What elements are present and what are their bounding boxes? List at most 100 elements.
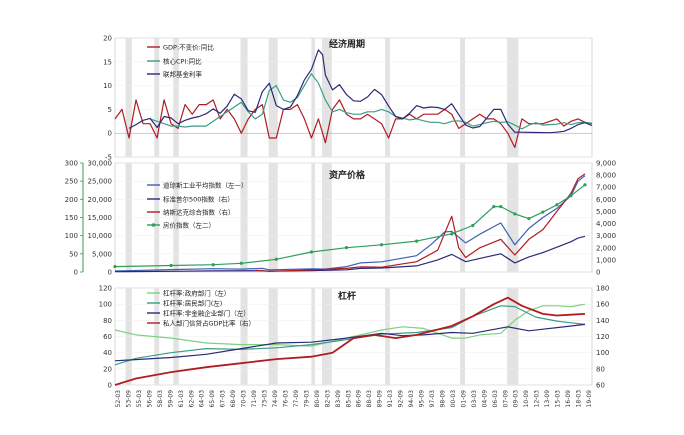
- x-tick-label: 85-03: [345, 390, 352, 408]
- panel3-title: 杠杆: [338, 290, 356, 302]
- p2-ytick-right: 0: [596, 269, 600, 277]
- p1-ytick: -5: [105, 154, 112, 162]
- x-tick-label: 76-03: [283, 390, 290, 408]
- p2-ytick-left-outer: 150: [65, 214, 78, 222]
- legend-hh: 杠杆率:居民部门(左): [163, 299, 222, 308]
- x-tick-label: 80-09: [314, 390, 321, 408]
- x-tick-label: 71-09: [251, 390, 258, 408]
- p2-hpi-marker: [499, 205, 503, 209]
- p3-ytick-right: 160: [596, 301, 609, 309]
- x-tick-label: 53-09: [126, 390, 133, 408]
- x-tick-label: 68-09: [230, 390, 237, 408]
- p1-ytick: 0: [108, 130, 112, 138]
- legend-spx: 标准普尔500指数（右）: [163, 195, 234, 204]
- x-tick-label: 56-09: [146, 390, 153, 408]
- x-tick-label: 10-09: [523, 390, 530, 408]
- x-tick-label: 73-03: [262, 390, 269, 408]
- p3-ytick-left: 60: [103, 333, 112, 341]
- x-tick-label: 67-03: [220, 390, 227, 408]
- legend-corp: 杠杆率:非金融企业部门（左）: [163, 309, 250, 318]
- x-tick-label: 58-03: [157, 390, 164, 408]
- p2-ytick-right: 7,000: [596, 184, 616, 192]
- p2-ytick-left: 0: [108, 269, 112, 277]
- p2-series-0: [114, 175, 586, 272]
- p1-ytick: 15: [103, 58, 112, 66]
- p2-ytick-right: 6,000: [596, 196, 616, 204]
- p3-ytick-right: 120: [596, 333, 609, 341]
- x-tick-label: 55-03: [136, 390, 143, 408]
- p2-ytick-left-outer: 200: [65, 196, 78, 204]
- p2-ytick-right: 4,000: [596, 220, 616, 228]
- p2-ytick-left: 30,000: [88, 160, 113, 168]
- x-tick-label: 94-03: [408, 390, 415, 408]
- p2-hpi-marker: [541, 210, 545, 214]
- p2-hpi-marker: [492, 205, 496, 209]
- p3-series-0: [114, 303, 586, 347]
- p2-hpi-marker: [211, 263, 215, 267]
- p1-ytick: 10: [103, 82, 112, 90]
- legend-ndx: 纳斯达克综合指数（右）: [163, 208, 235, 217]
- p2-hpi-marker: [569, 194, 573, 198]
- legend-credit: 私人部门信贷占GDP比率（右）: [163, 319, 255, 328]
- p2-ytick-left-outer: 100: [65, 232, 78, 240]
- p2-ytick-right: 3,000: [596, 232, 616, 240]
- x-tick-label: 16-09: [565, 390, 572, 408]
- x-tick-label: 52-03: [115, 390, 122, 408]
- p2-hpi-marker: [379, 243, 384, 247]
- x-tick-label: 95-09: [419, 390, 426, 408]
- x-tick-label: 07-09: [502, 390, 509, 408]
- p2-ytick-left: 25,000: [88, 178, 113, 186]
- p2-ytick-left: 10,000: [88, 232, 113, 240]
- recession-band: [125, 38, 132, 157]
- p3-ytick-left: 120: [99, 285, 112, 293]
- p3-ytick-left: 40: [103, 349, 112, 357]
- x-tick-label: 97-03: [429, 390, 436, 408]
- x-tick-label: 03-03: [471, 390, 478, 408]
- panel-1-frame: [114, 37, 593, 158]
- x-tick-label: 19-09: [586, 390, 593, 408]
- p2-ytick-right: 9,000: [596, 160, 616, 168]
- p1-ytick: 20: [103, 35, 112, 43]
- x-tick-label: 88-03: [366, 390, 373, 408]
- p2-ytick-left: 20,000: [88, 196, 113, 204]
- x-tick-label: 83-09: [335, 390, 342, 408]
- panel1-title: 经济周期: [329, 38, 365, 50]
- x-tick-label: 59-09: [167, 390, 174, 408]
- p3-series-1: [114, 305, 586, 366]
- p3-ytick-right: 100: [596, 349, 609, 357]
- p2-hpi-marker: [513, 212, 517, 216]
- x-tick-label: 98-09: [440, 390, 447, 408]
- p3-ytick-left: 80: [103, 317, 112, 325]
- x-tick-label: 74-09: [272, 390, 279, 408]
- legend-gov: 杠杆率:政府部门（左）: [163, 289, 230, 298]
- p2-hpi-marker: [583, 183, 587, 187]
- p2-ytick-left: 15,000: [88, 214, 113, 222]
- x-tick-label: 01-09: [460, 390, 467, 408]
- x-tick-label: 04-09: [481, 390, 488, 408]
- p2-hpi-marker: [555, 203, 559, 207]
- legend-gdp: GDP:不变价:同比: [163, 43, 214, 52]
- p2-hpi-marker: [239, 261, 243, 265]
- x-tick-label: 92-09: [398, 390, 405, 408]
- p2-ytick-left-outer: 0: [74, 269, 78, 277]
- recession-band: [311, 38, 315, 157]
- x-tick-label: 89-09: [377, 390, 384, 408]
- recession-band: [321, 38, 332, 157]
- p3-ytick-left: 0: [108, 382, 112, 390]
- p2-ytick-left-outer: 300: [65, 160, 78, 168]
- p3-series-3: [114, 296, 586, 386]
- p3-ytick-left: 100: [99, 301, 112, 309]
- p2-ytick-left-outer: 50: [69, 250, 78, 258]
- x-tick-label: 65-09: [209, 390, 216, 408]
- x-tick-label: 91-03: [387, 390, 394, 408]
- p2-hpi-marker: [471, 223, 475, 228]
- p1-series-2: [128, 49, 593, 134]
- p2-hpi-marker: [527, 216, 531, 221]
- p3-ytick-right: 60: [596, 382, 605, 390]
- x-tick-label: 12-03: [534, 390, 541, 408]
- x-tick-label: 86-09: [356, 390, 363, 408]
- p2-ytick-right: 1,000: [596, 256, 616, 264]
- p1-ytick: 5: [108, 106, 112, 114]
- recession-band: [507, 38, 519, 157]
- p2-ytick-right: 5,000: [596, 208, 616, 216]
